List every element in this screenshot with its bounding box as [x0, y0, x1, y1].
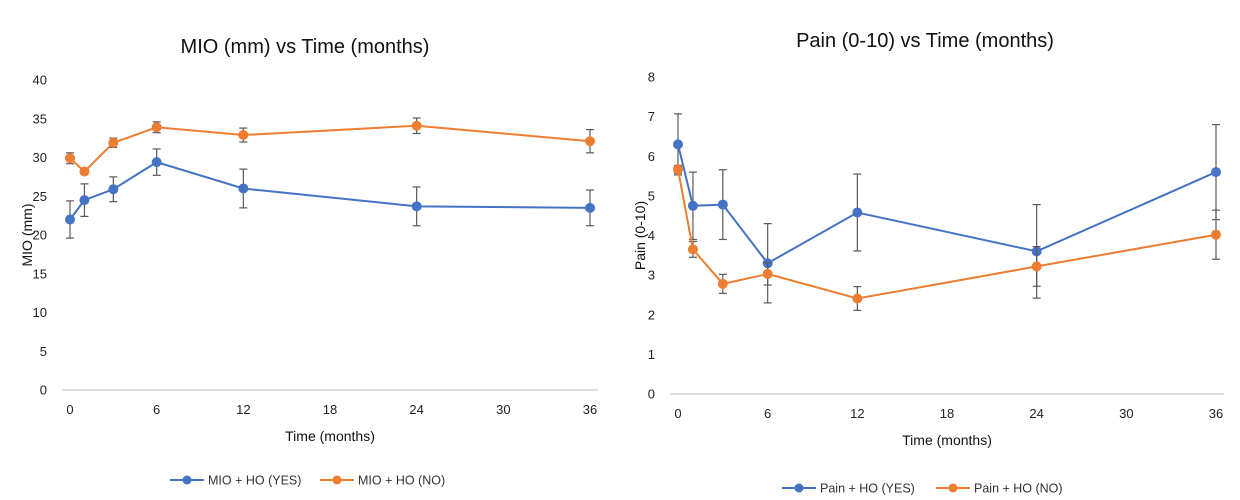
- y-tick-label: 8: [648, 70, 655, 85]
- x-tick-label: 12: [236, 402, 250, 417]
- series-2: [65, 117, 595, 177]
- legend-label: Pain + HO (YES): [820, 482, 915, 496]
- y-tick-label: 0: [648, 387, 655, 402]
- legend-swatch-marker: [332, 475, 342, 485]
- data-point: [762, 268, 773, 279]
- data-point: [151, 122, 162, 133]
- data-point: [717, 278, 728, 289]
- x-tick-label: 18: [940, 406, 954, 421]
- y-tick-label: 15: [33, 266, 47, 281]
- chart-title: Pain (0-10) vs Time (months): [796, 30, 1054, 52]
- data-point: [717, 199, 728, 210]
- chart-title: MIO (mm) vs Time (months): [181, 36, 430, 58]
- x-tick-label: 0: [674, 406, 681, 421]
- y-tick-label: 6: [648, 149, 655, 164]
- y-tick-label: 20: [33, 228, 47, 243]
- data-point: [852, 207, 863, 218]
- y-axis-label: Pain (0-10): [632, 201, 648, 270]
- x-tick-label: 6: [764, 406, 771, 421]
- x-tick-label: 12: [850, 406, 864, 421]
- data-point: [65, 214, 75, 225]
- series-line: [677, 169, 1217, 300]
- y-tick-label: 3: [648, 268, 655, 283]
- data-point: [65, 153, 75, 164]
- x-axis-label: Time (months): [902, 432, 992, 448]
- y-tick-label: 35: [33, 111, 47, 126]
- y-tick-label: 0: [40, 383, 47, 398]
- y-tick-label: 2: [648, 307, 655, 322]
- x-tick-label: 36: [1209, 406, 1223, 421]
- data-point: [687, 200, 698, 211]
- y-tick-label: 10: [33, 305, 47, 320]
- series-1: [673, 113, 1221, 304]
- series-2: [673, 164, 1221, 311]
- data-point: [687, 244, 698, 255]
- data-point: [79, 195, 90, 206]
- data-point: [673, 139, 683, 150]
- x-tick-label: 36: [583, 402, 597, 417]
- data-point: [108, 137, 119, 148]
- data-point: [673, 164, 683, 175]
- legend-swatch-marker: [182, 475, 192, 485]
- x-tick-label: 6: [153, 402, 160, 417]
- legend-label: MIO + HO (YES): [208, 474, 301, 488]
- legend-swatch-marker: [948, 483, 958, 493]
- y-tick-label: 30: [33, 150, 47, 165]
- data-point: [1031, 261, 1042, 272]
- series-line: [69, 161, 591, 221]
- legend-entry: Pain + HO (YES): [782, 482, 915, 496]
- legend-entry: MIO + HO (NO): [320, 474, 445, 488]
- series-line: [677, 144, 1217, 265]
- legend-label: MIO + HO (NO): [358, 474, 445, 488]
- data-point: [411, 201, 422, 212]
- data-point: [238, 130, 249, 141]
- x-tick-label: 30: [1119, 406, 1133, 421]
- legend-label: Pain + HO (NO): [974, 482, 1063, 496]
- chart-1: MIO (mm) vs Time (months) 0 5 10 15 20 25 30 35 4…: [19, 36, 598, 488]
- data-point: [585, 202, 595, 213]
- y-tick-label: 40: [33, 73, 47, 88]
- data-point: [238, 183, 249, 194]
- x-tick-label: 24: [409, 402, 423, 417]
- y-tick-label: 25: [33, 189, 47, 204]
- x-tick-label: 18: [323, 402, 337, 417]
- y-axis-label: MIO (mm): [19, 204, 35, 267]
- data-point: [79, 166, 90, 177]
- y-tick-label: 7: [648, 109, 655, 124]
- legend-entry: MIO + HO (YES): [170, 474, 301, 488]
- data-point: [1211, 167, 1221, 178]
- data-point: [411, 120, 422, 131]
- x-axis-label: Time (months): [285, 428, 375, 444]
- series-1: [65, 148, 595, 239]
- legend-entry: Pain + HO (NO): [936, 482, 1063, 496]
- legend-swatch-marker: [794, 483, 804, 493]
- series-line: [69, 124, 591, 173]
- data-point: [585, 136, 595, 147]
- data-point: [1211, 229, 1221, 240]
- y-tick-label: 5: [40, 344, 47, 359]
- data-point: [108, 184, 119, 195]
- y-tick-label: 5: [648, 188, 655, 203]
- x-tick-label: 30: [496, 402, 510, 417]
- y-tick-label: 4: [648, 228, 655, 243]
- x-tick-label: 24: [1029, 406, 1043, 421]
- x-tick-label: 0: [66, 402, 73, 417]
- data-point: [852, 293, 863, 304]
- data-point: [151, 157, 162, 168]
- y-tick-label: 1: [648, 347, 655, 362]
